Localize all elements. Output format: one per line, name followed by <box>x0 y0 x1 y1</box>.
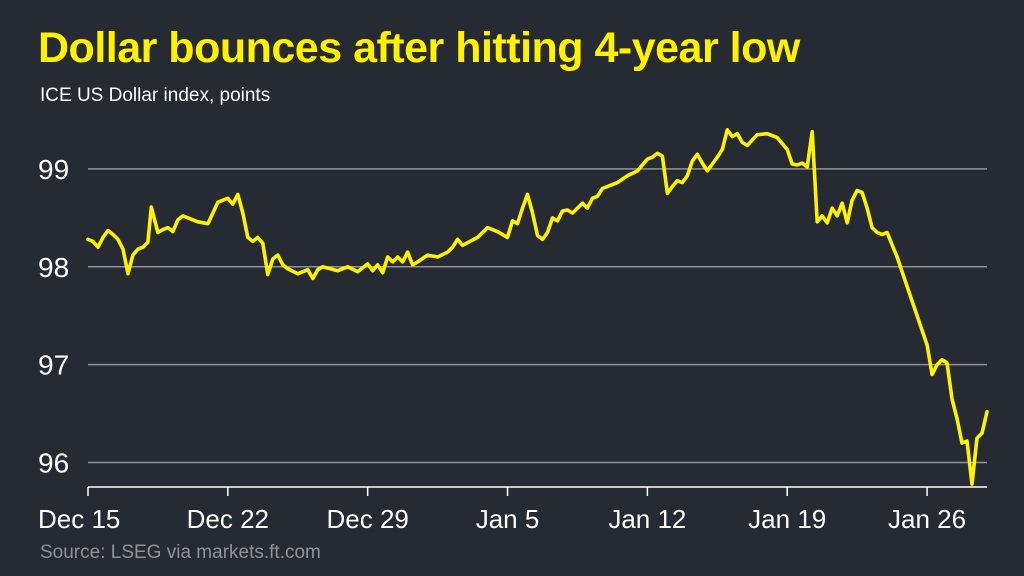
x-tick-label: Dec 22 <box>187 504 269 534</box>
series-line-dollar-index <box>86 128 989 486</box>
y-axis: 96 97 98 99 <box>38 154 69 479</box>
chart-title: Dollar bounces after hitting 4-year low <box>38 24 800 72</box>
chart-subtitle: ICE US Dollar index, points <box>40 85 271 106</box>
y-tick-label: 99 <box>38 154 69 185</box>
y-tick-label: 96 <box>38 448 69 479</box>
x-tick-label: Dec 29 <box>326 504 408 534</box>
x-axis: Dec 15 Dec 22 Dec 29 Jan 5 Jan 12 Jan 19 Jan 2… <box>38 486 987 534</box>
x-tick-label: Jan 19 <box>748 504 826 534</box>
source-note: Source: LSEG via markets.ft.com <box>40 542 321 563</box>
y-tick-label: 98 <box>38 252 69 283</box>
x-tick-label: Dec 15 <box>38 504 120 534</box>
y-tick-label: 97 <box>38 350 69 381</box>
x-tick-label: Jan 5 <box>476 504 540 534</box>
x-tick-label: Jan 12 <box>608 504 686 534</box>
gridlines <box>88 168 987 464</box>
x-tick-label: Jan 26 <box>888 504 966 534</box>
